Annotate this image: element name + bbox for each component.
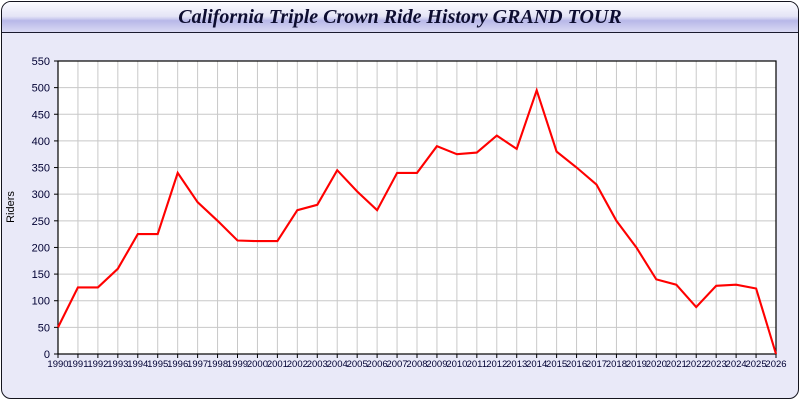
svg-text:2010: 2010: [446, 359, 467, 370]
svg-text:350: 350: [32, 163, 50, 175]
svg-text:2013: 2013: [506, 359, 527, 370]
svg-text:250: 250: [32, 216, 50, 228]
svg-text:2003: 2003: [307, 359, 328, 370]
svg-text:1998: 1998: [207, 359, 228, 370]
svg-text:2026: 2026: [765, 359, 786, 370]
svg-text:2012: 2012: [486, 359, 507, 370]
svg-text:1994: 1994: [127, 359, 148, 370]
svg-text:2022: 2022: [686, 359, 707, 370]
svg-text:2005: 2005: [347, 359, 368, 370]
svg-text:1990: 1990: [47, 359, 68, 370]
svg-text:2017: 2017: [586, 359, 607, 370]
svg-text:1992: 1992: [87, 359, 108, 370]
svg-text:2011: 2011: [467, 359, 487, 370]
svg-text:450: 450: [32, 109, 50, 121]
svg-text:500: 500: [32, 83, 50, 95]
svg-text:100: 100: [32, 296, 50, 308]
svg-text:2009: 2009: [426, 359, 447, 370]
svg-text:2025: 2025: [745, 359, 766, 370]
svg-text:Riders: Riders: [5, 191, 17, 223]
svg-text:1999: 1999: [227, 359, 248, 370]
svg-text:2019: 2019: [626, 359, 647, 370]
svg-text:400: 400: [32, 136, 50, 148]
svg-text:2016: 2016: [566, 359, 587, 370]
svg-text:2001: 2001: [267, 359, 288, 370]
svg-text:1995: 1995: [147, 359, 168, 370]
svg-text:2020: 2020: [646, 359, 667, 370]
svg-text:2000: 2000: [247, 359, 268, 370]
svg-text:1993: 1993: [107, 359, 128, 370]
svg-text:2023: 2023: [706, 359, 727, 370]
svg-text:2014: 2014: [526, 359, 547, 370]
svg-text:550: 550: [32, 56, 50, 68]
svg-text:2007: 2007: [386, 359, 407, 370]
svg-text:1997: 1997: [187, 359, 208, 370]
svg-text:1991: 1991: [67, 359, 88, 370]
svg-text:2006: 2006: [367, 359, 388, 370]
svg-text:2008: 2008: [406, 359, 427, 370]
svg-text:1996: 1996: [167, 359, 188, 370]
svg-text:2015: 2015: [546, 359, 567, 370]
svg-text:2004: 2004: [327, 359, 348, 370]
svg-text:200: 200: [32, 242, 50, 254]
svg-text:50: 50: [38, 322, 50, 334]
svg-text:300: 300: [32, 189, 50, 201]
svg-text:2002: 2002: [287, 359, 308, 370]
svg-text:2024: 2024: [726, 359, 747, 370]
svg-text:2021: 2021: [666, 359, 687, 370]
svg-text:2018: 2018: [606, 359, 627, 370]
svg-text:150: 150: [32, 269, 50, 281]
